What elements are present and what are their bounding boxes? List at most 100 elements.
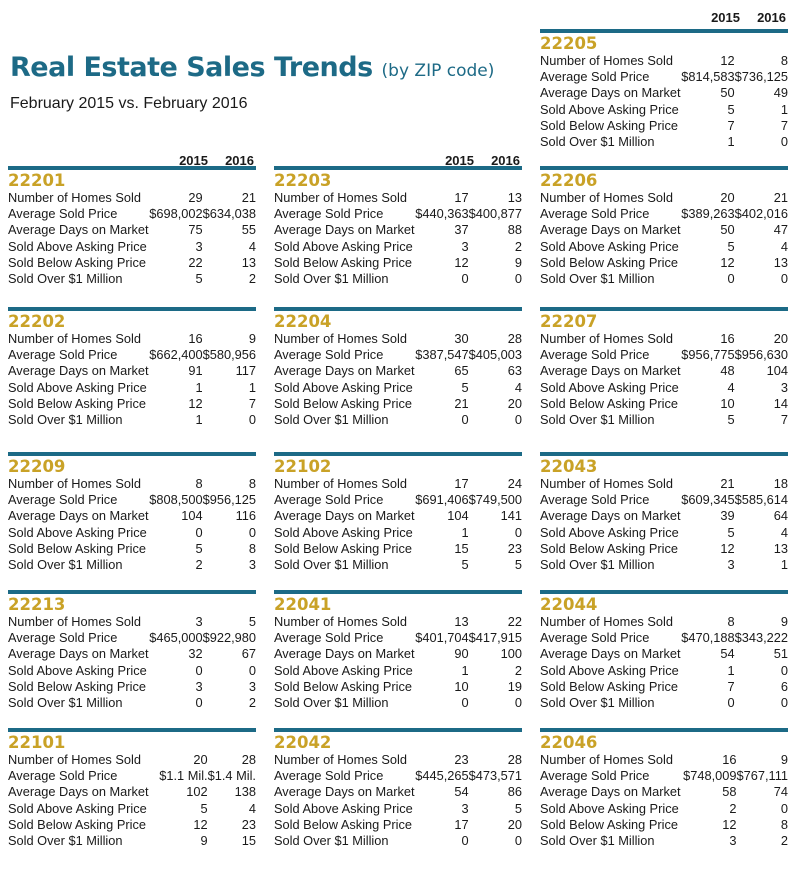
stat-row: Number of Homes Sold 20 21 (540, 190, 788, 206)
zip-block: 22203 Number of Homes Sold 17 13 Average Sol… (274, 166, 522, 287)
stat-row: Sold Above Asking Price 5 4 (8, 801, 256, 817)
value-2016: 2 (248, 271, 256, 287)
section-divider (274, 728, 522, 732)
stat-label: Sold Above Asking Price (274, 800, 413, 816)
stat-row: Sold Below Asking Price 12 8 (540, 817, 788, 833)
stat-row: Average Days on Market 37 88 (274, 222, 522, 238)
stat-row: Average Days on Market 39 64 (540, 508, 788, 524)
stat-row: Number of Homes Sold 29 21 (8, 190, 256, 206)
value-2015: 5 (461, 379, 469, 395)
value-2015: 0 (727, 271, 735, 287)
stats-table: Number of Homes Sold 29 21 Average Sold Pri… (8, 190, 256, 287)
stat-label: Average Sold Price (8, 206, 118, 222)
value-2016: 28 (507, 331, 522, 347)
stat-row: Average Sold Price $1.1 Mil. $1.4 Mil. (8, 768, 256, 784)
value-2015: 104 (447, 508, 469, 524)
zip-code-heading: 22213 (8, 595, 66, 614)
stats-table: Number of Homes Sold 17 24 Average Sold Pri… (274, 476, 522, 573)
stat-row: Sold Below Asking Price 7 7 (540, 118, 788, 134)
value-2015: $808,500 (149, 492, 203, 508)
value-2015: $698,002 (149, 206, 203, 222)
section-divider (274, 590, 522, 594)
value-2016: $634,038 (202, 206, 256, 222)
year-header-right-top: 2015 2016 (540, 10, 788, 26)
value-2015: $387,547 (415, 347, 469, 363)
stats-table: Number of Homes Sold 3 5 Average Sold Price… (8, 614, 256, 711)
stat-row: Average Sold Price $808,500 $956,125 (8, 492, 256, 508)
value-2015: 21 (720, 476, 735, 492)
stat-label: Sold Below Asking Price (8, 540, 146, 556)
value-2015: 17 (454, 190, 469, 206)
value-2016: 3 (780, 379, 788, 395)
zip-block: 22043 Number of Homes Sold 21 18 Average Sol… (540, 452, 788, 573)
section-divider (274, 452, 522, 456)
stat-row: Average Days on Market 54 86 (274, 784, 522, 800)
year-label-2015: 2015 (179, 153, 208, 168)
value-2015: $609,345 (681, 492, 735, 508)
value-2016: 15 (241, 833, 256, 849)
section-divider (540, 452, 788, 456)
stat-row: Number of Homes Sold 13 22 (274, 614, 522, 630)
value-2016: 21 (773, 190, 788, 206)
stat-row: Sold Below Asking Price 7 6 (540, 679, 788, 695)
value-2015: 3 (461, 238, 469, 254)
zip-code-heading: 22042 (274, 733, 332, 752)
value-2016: 2 (514, 662, 522, 678)
stat-label: Average Days on Market (274, 363, 415, 379)
stat-row: Average Sold Price $698,002 $634,038 (8, 206, 256, 222)
stat-row: Sold Above Asking Price 5 4 (274, 380, 522, 396)
stat-label: Average Sold Price (540, 630, 650, 646)
value-2016: 8 (248, 476, 256, 492)
value-2016: 0 (514, 695, 522, 711)
value-2016: 4 (780, 524, 788, 540)
stat-row: Average Sold Price $387,547 $405,003 (274, 347, 522, 363)
zip-code-heading: 22101 (8, 733, 66, 752)
stat-row: Average Days on Market 32 67 (8, 646, 256, 662)
stat-label: Sold Over $1 Million (274, 271, 389, 287)
value-2015: 54 (720, 646, 735, 662)
stat-row: Sold Over $1 Million 3 1 (540, 557, 788, 573)
zip-code-heading: 22102 (274, 457, 332, 476)
value-2016: 47 (773, 222, 788, 238)
stat-label: Average Days on Market (540, 85, 681, 101)
stat-label: Sold Over $1 Million (8, 695, 123, 711)
value-2015: 20 (720, 190, 735, 206)
stat-label: Sold Below Asking Price (274, 395, 412, 411)
stat-label: Average Days on Market (8, 784, 149, 800)
stat-row: Sold Above Asking Price 5 1 (540, 102, 788, 118)
value-2016: 117 (235, 363, 256, 379)
stat-row: Sold Above Asking Price 1 0 (274, 525, 522, 541)
stat-row: Sold Below Asking Price 12 7 (8, 396, 256, 412)
value-2015: 5 (461, 557, 469, 573)
stat-row: Sold Above Asking Price 1 2 (274, 663, 522, 679)
stat-row: Average Days on Market 104 116 (8, 508, 256, 524)
value-2016: 55 (241, 222, 256, 238)
value-2016: 5 (514, 800, 522, 816)
stat-label: Sold Over $1 Million (274, 695, 389, 711)
stat-row: Sold Over $1 Million 9 15 (8, 833, 256, 849)
value-2016: 19 (507, 678, 522, 694)
stats-table: Number of Homes Sold 12 8 Average Sold Pric… (540, 53, 788, 150)
section-divider (540, 166, 788, 170)
title-qualifier: (by ZIP code) (381, 61, 495, 81)
value-2015: 50 (720, 85, 735, 101)
stat-label: Sold Over $1 Million (8, 412, 123, 428)
value-2016: 9 (780, 752, 788, 768)
value-2016: 5 (248, 614, 256, 630)
stat-label: Number of Homes Sold (8, 331, 141, 347)
stat-row: Sold Over $1 Million 0 0 (540, 271, 788, 287)
stat-label: Sold Over $1 Million (274, 557, 389, 573)
stat-label: Sold Over $1 Million (8, 833, 123, 849)
stat-label: Sold Over $1 Million (540, 412, 655, 428)
stat-row: Sold Below Asking Price 12 23 (8, 817, 256, 833)
value-2015: 12 (188, 395, 203, 411)
value-2016: 100 (500, 646, 522, 662)
value-2015: $470,188 (681, 630, 735, 646)
stat-label: Sold Over $1 Million (540, 557, 655, 573)
zip-code-heading: 22207 (540, 312, 598, 331)
stat-row: Number of Homes Sold 16 9 (540, 752, 788, 768)
section-divider (540, 728, 788, 732)
stat-label: Sold Over $1 Million (8, 271, 123, 287)
stat-row: Sold Above Asking Price 5 4 (540, 525, 788, 541)
stat-row: Average Sold Price $389,263 $402,016 (540, 206, 788, 222)
